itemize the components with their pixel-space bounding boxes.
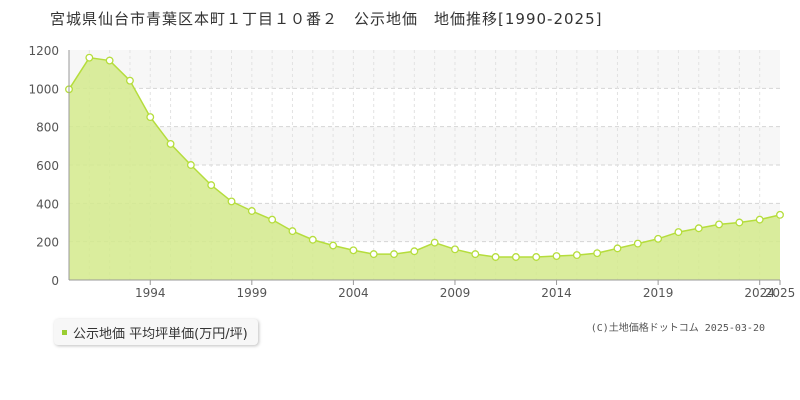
data-point: [532, 253, 541, 261]
data-point: [329, 241, 338, 250]
data-point: [227, 197, 236, 206]
data-point: [471, 250, 480, 259]
y-tick-label: 400: [36, 197, 59, 211]
y-tick-label: 800: [36, 121, 59, 135]
data-point: [511, 253, 520, 261]
data-point: [572, 251, 581, 260]
land-price-chart: 0 200 400 600 800 1000 1200 1994 1999 2004 2009 201…: [28, 44, 796, 300]
data-point: [207, 181, 216, 190]
y-tick-label: 600: [36, 159, 59, 173]
data-point: [776, 210, 784, 219]
data-point: [613, 244, 622, 253]
data-point: [390, 250, 398, 259]
data-point: [694, 224, 703, 233]
data-point: [186, 161, 195, 169]
grid-band: [69, 126, 780, 165]
x-tick-label: 2019: [643, 286, 674, 300]
data-point: [349, 246, 358, 255]
y-tick-label: 1000: [28, 82, 59, 96]
series-area: [69, 57, 780, 280]
x-tick-label: 2009: [440, 286, 471, 300]
data-point: [755, 215, 764, 224]
data-point: [85, 53, 94, 62]
y-tick-label: 200: [36, 236, 59, 250]
data-point: [125, 76, 134, 85]
data-point: [654, 234, 663, 243]
x-tick-label: 2024: [744, 286, 775, 300]
data-point: [166, 139, 175, 148]
page-title: 宮城県仙台市青葉区本町１丁目１０番２ 公示地価 地価推移[1990-2025]: [50, 10, 603, 28]
data-point: [491, 253, 500, 261]
y-tick-label: 0: [51, 274, 59, 288]
data-point: [633, 239, 642, 248]
data-point: [593, 249, 602, 258]
data-point: [247, 207, 256, 215]
y-tick-label: 1200: [28, 44, 59, 58]
x-tick-label: 2014: [541, 286, 572, 300]
data-point: [451, 245, 459, 254]
data-point: [369, 250, 378, 259]
data-point: [146, 113, 155, 122]
x-tick-label: 1994: [135, 286, 166, 300]
data-point: [674, 228, 683, 237]
x-tick-label: 2025: [765, 286, 796, 300]
data-point: [715, 220, 724, 229]
data-point: [552, 252, 561, 260]
chart-legend: 公示地価 平均坪単価(万円/坪): [54, 319, 258, 345]
data-point: [268, 215, 277, 224]
data-point: [105, 56, 114, 65]
x-tick-label: 1999: [237, 286, 268, 300]
data-point: [288, 227, 297, 236]
copyright-text: (C)土地価格ドットコム 2025-03-20: [590, 323, 765, 334]
x-tick-label: 2004: [338, 286, 369, 300]
data-point: [430, 238, 439, 247]
data-point: [735, 218, 744, 227]
legend-swatch-icon: [62, 329, 67, 335]
grid-band: [69, 50, 780, 89]
data-point: [308, 235, 317, 244]
legend-label: 公示地価 平均坪単価(万円/坪): [73, 326, 248, 342]
data-point: [410, 247, 419, 256]
